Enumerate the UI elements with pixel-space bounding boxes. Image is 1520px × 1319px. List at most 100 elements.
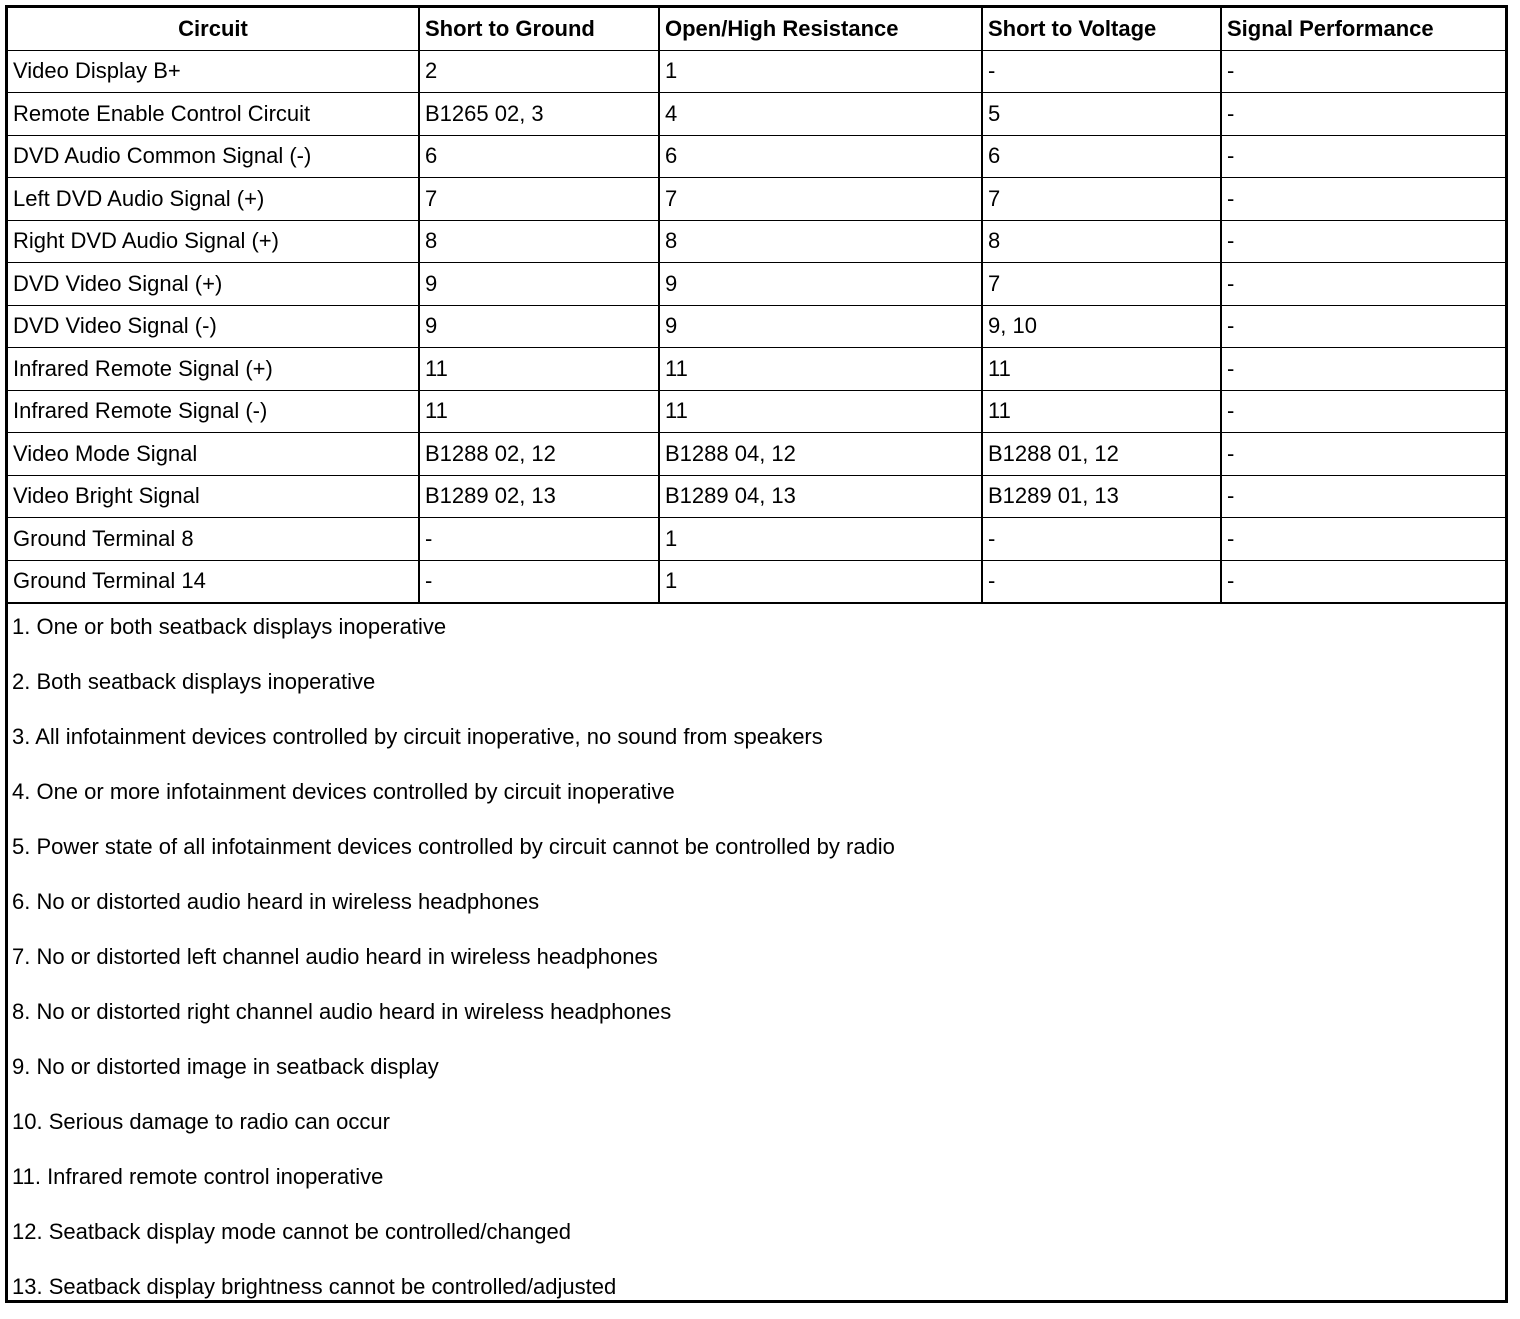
table-row: Right DVD Audio Signal (+) 8 8 8- <box>8 219 1505 263</box>
cell-open-high-resistance: 11 <box>658 389 983 433</box>
cell-open-high-resistance: 6 <box>658 134 983 178</box>
footnote: 5. Power state of all infotainment devic… <box>12 834 895 859</box>
cell-circuit: Remote Enable Control Circuit <box>8 92 420 136</box>
cell-short-to-voltage: 7 <box>981 177 1222 221</box>
cell-short-to-voltage: 11 <box>981 347 1222 391</box>
footnote: 11. Infrared remote control inoperative <box>12 1164 384 1189</box>
diagnostic-table-document: Circuit Short to Ground Open/High Resistan… <box>5 5 1508 1303</box>
table-row: Video Display B+ 2 1- - <box>8 49 1505 93</box>
cell-circuit: Right DVD Audio Signal (+) <box>8 219 420 263</box>
cell-short-to-ground: - <box>418 517 660 561</box>
cell-short-to-voltage: 9, 10 <box>981 304 1222 348</box>
cell-short-to-voltage: - <box>981 517 1222 561</box>
footnote: 6. No or distorted audio heard in wirele… <box>12 889 540 914</box>
header-short-to-voltage: Short to Voltage <box>981 8 1222 51</box>
cell-open-high-resistance: 1 <box>658 517 983 561</box>
table-row: DVD Video Signal (-) 9 9 9, 10- <box>8 304 1505 348</box>
cell-circuit: Video Mode Signal <box>8 432 420 476</box>
cell-circuit: DVD Video Signal (+) <box>8 262 420 306</box>
cell-short-to-ground: 9 <box>418 304 660 348</box>
header-short-to-ground: Short to Ground <box>418 8 660 51</box>
cell-short-to-ground: 11 <box>418 389 660 433</box>
footnote: 8. No or distorted right channel audio h… <box>12 999 672 1024</box>
cell-short-to-ground: B1288 02, 12 <box>418 432 660 476</box>
cell-signal-performance: - <box>1220 219 1505 263</box>
cell-circuit: DVD Audio Common Signal (-) <box>8 134 420 178</box>
cell-circuit: Infrared Remote Signal (-) <box>8 389 420 433</box>
header-signal-performance: Signal Performance <box>1220 8 1505 51</box>
cell-short-to-ground: B1289 02, 13 <box>418 474 660 518</box>
header-circuit: Circuit <box>8 8 420 51</box>
footnote: 12. Seatback display mode cannot be cont… <box>12 1219 571 1244</box>
cell-short-to-voltage: - <box>981 559 1222 604</box>
cell-short-to-voltage: B1289 01, 13 <box>981 474 1222 518</box>
cell-signal-performance: - <box>1220 474 1505 518</box>
cell-signal-performance: - <box>1220 304 1505 348</box>
cell-short-to-ground: 6 <box>418 134 660 178</box>
footnote: 13. Seatback display brightness cannot b… <box>12 1274 617 1299</box>
cell-open-high-resistance: 9 <box>658 262 983 306</box>
cell-signal-performance: - <box>1220 517 1505 561</box>
cell-short-to-ground: 9 <box>418 262 660 306</box>
cell-open-high-resistance: 1 <box>658 49 983 93</box>
cell-circuit: DVD Video Signal (-) <box>8 304 420 348</box>
table-row: Video Mode Signal B1288 02, 12 B1288 04, 1… <box>8 432 1505 476</box>
cell-open-high-resistance: 8 <box>658 219 983 263</box>
cell-signal-performance: - <box>1220 177 1505 221</box>
footnote: 1. One or both seatback displays inopera… <box>12 614 447 639</box>
table-row: Infrared Remote Signal (+) 11 11 11- <box>8 347 1505 391</box>
table-row: Ground Terminal 14-1- - <box>8 559 1505 604</box>
cell-short-to-ground: 2 <box>418 49 660 93</box>
cell-open-high-resistance: 11 <box>658 347 983 391</box>
cell-short-to-ground: 11 <box>418 347 660 391</box>
cell-signal-performance: - <box>1220 134 1505 178</box>
cell-short-to-voltage: 6 <box>981 134 1222 178</box>
cell-signal-performance: - <box>1220 92 1505 136</box>
footnotes: 1. One or both seatback displays inopera… <box>8 604 1505 1319</box>
table-row: Infrared Remote Signal (-) 11 11 11- <box>8 389 1505 433</box>
cell-short-to-voltage: 7 <box>981 262 1222 306</box>
footnote: 4. One or more infotainment devices cont… <box>12 779 675 804</box>
cell-open-high-resistance: 4 <box>658 92 983 136</box>
table-row: DVD Video Signal (+) 9 9 7- <box>8 262 1505 306</box>
cell-open-high-resistance: B1289 04, 13 <box>658 474 983 518</box>
circuit-fault-table: Circuit Short to Ground Open/High Resistan… <box>8 8 1505 604</box>
cell-circuit: Video Display B+ <box>8 49 420 93</box>
table-row: DVD Audio Common Signal (-) 6 6 6- <box>8 134 1505 178</box>
cell-short-to-voltage: 11 <box>981 389 1222 433</box>
cell-open-high-resistance: 9 <box>658 304 983 348</box>
cell-short-to-voltage: B1288 01, 12 <box>981 432 1222 476</box>
footnote: 2. Both seatback displays inoperative <box>12 669 376 694</box>
cell-open-high-resistance: B1288 04, 12 <box>658 432 983 476</box>
cell-circuit: Infrared Remote Signal (+) <box>8 347 420 391</box>
cell-short-to-voltage: - <box>981 49 1222 93</box>
cell-short-to-ground: 8 <box>418 219 660 263</box>
footnote: 10. Serious damage to radio can occur <box>12 1109 390 1134</box>
cell-short-to-ground: - <box>418 559 660 604</box>
table-row: Ground Terminal 8-1-- <box>8 517 1505 561</box>
cell-circuit: Ground Terminal 8 <box>8 517 420 561</box>
cell-short-to-voltage: 8 <box>981 219 1222 263</box>
cell-signal-performance: - <box>1220 559 1505 604</box>
table-row: Remote Enable Control Circuit B1265 02, 3… <box>8 92 1505 136</box>
cell-short-to-ground: B1265 02, 3 <box>418 92 660 136</box>
cell-short-to-voltage: 5 <box>981 92 1222 136</box>
cell-signal-performance: - <box>1220 432 1505 476</box>
footnote: 9. No or distorted image in seatback dis… <box>12 1054 439 1079</box>
header-row: Circuit Short to Ground Open/High Resistan… <box>8 8 1505 51</box>
cell-circuit: Video Bright Signal <box>8 474 420 518</box>
footnote: 7. No or distorted left channel audio he… <box>12 944 658 969</box>
table-row: Left DVD Audio Signal (+) 7 7 7- <box>8 177 1505 221</box>
table-row: Video Bright Signal B1289 02, 13 B1289 04,… <box>8 474 1505 518</box>
footnote: 3. All infotainment devices controlled b… <box>12 724 823 749</box>
cell-short-to-ground: 7 <box>418 177 660 221</box>
cell-open-high-resistance: 1 <box>658 559 983 604</box>
cell-signal-performance: - <box>1220 389 1505 433</box>
cell-signal-performance: - <box>1220 347 1505 391</box>
cell-signal-performance: - <box>1220 262 1505 306</box>
cell-circuit: Left DVD Audio Signal (+) <box>8 177 420 221</box>
header-open-high-resistance: Open/High Resistance <box>658 8 983 51</box>
cell-open-high-resistance: 7 <box>658 177 983 221</box>
cell-signal-performance: - <box>1220 49 1505 93</box>
cell-circuit: Ground Terminal 14 <box>8 559 420 604</box>
